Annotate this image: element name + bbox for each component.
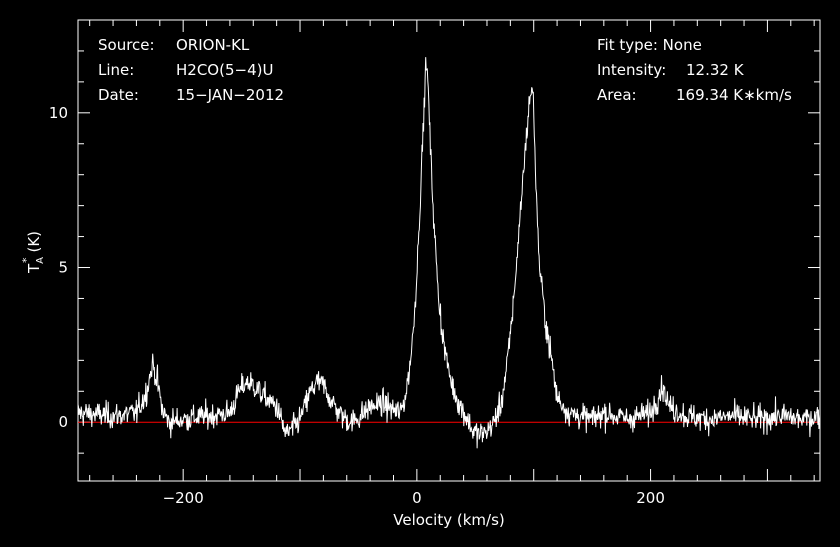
area-value: 169.34 K∗km/s [676,86,792,104]
source-value: ORION-KL [176,36,250,54]
y-tick-label: 5 [58,259,68,277]
x-axis-label: Velocity (km/s) [393,511,504,529]
y-axis-label-sup: * [20,257,33,263]
y-axis-label: TA* (K) [20,231,46,274]
date-key: Date: [98,86,139,104]
spectrum-line [77,57,821,449]
y-axis-label-main: T [25,263,43,274]
y-tick-label: 0 [58,413,68,431]
line-value: H2CO(5−4)U [176,61,273,79]
intensity-value: 12.32 K [686,61,745,79]
x-tick-label: −200 [163,489,204,507]
y-axis-label-sub: A [35,257,46,264]
svg-text:TA*(K): TA* (K) [20,231,46,274]
area-key: Area: [597,86,637,104]
x-tick-label: 200 [636,489,665,507]
x-tick-label: 0 [412,489,422,507]
source-key: Source: [98,36,155,54]
y-axis-label-unit: (K) [25,231,43,253]
y-tick-label: 10 [49,104,68,122]
date-value: 15−JAN−2012 [176,86,284,104]
fit-type-text: Fit type: None [597,36,702,54]
intensity-key: Intensity: [597,61,666,79]
tick-marks [78,20,820,481]
plot-frame [77,19,821,482]
line-key: Line: [98,61,134,79]
tick-labels: −200 0 200 0 5 10 [49,104,665,507]
